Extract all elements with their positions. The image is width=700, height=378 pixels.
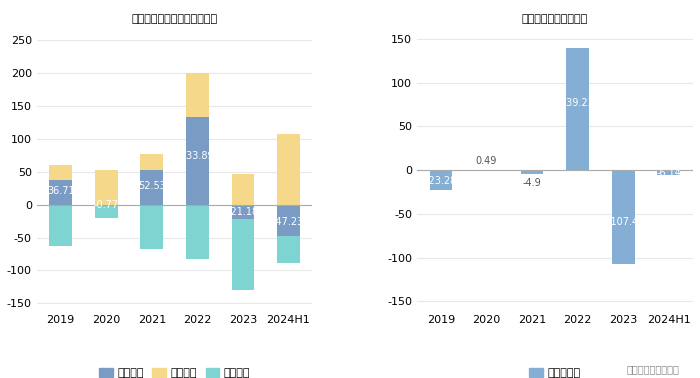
Text: -47.23: -47.23 [273, 217, 304, 227]
Bar [141, 170, 163, 204]
Text: 139.23: 139.23 [561, 98, 594, 108]
Text: -0.77: -0.77 [94, 200, 119, 210]
Text: -6.14: -6.14 [656, 168, 681, 178]
Legend: 自由现金流: 自由现金流 [525, 363, 584, 378]
Bar [141, 204, 163, 249]
Bar [49, 165, 72, 180]
Text: -107.4: -107.4 [608, 217, 638, 227]
Bar [232, 204, 254, 218]
Title: 自由现金流量（亿元）: 自由现金流量（亿元） [522, 14, 588, 24]
Bar [95, 204, 118, 218]
Text: -21.18: -21.18 [228, 207, 258, 217]
Bar [277, 133, 300, 204]
Bar [141, 153, 163, 170]
Text: 数据来源：恒生聚源: 数据来源：恒生聚源 [626, 364, 679, 374]
Text: 0.49: 0.49 [476, 156, 497, 166]
Bar [49, 180, 72, 204]
Bar [95, 170, 118, 204]
Bar [657, 170, 680, 175]
Bar [49, 204, 72, 246]
Bar [232, 174, 254, 204]
Text: 133.89: 133.89 [181, 151, 214, 161]
Text: -23.28: -23.28 [426, 176, 456, 186]
Text: 52.53: 52.53 [138, 181, 166, 191]
Text: -4.9: -4.9 [523, 178, 541, 188]
Legend: 经营活动, 笹资活动, 投资活动: 经营活动, 笹资活动, 投资活动 [94, 363, 254, 378]
Bar [186, 116, 209, 204]
Bar [232, 204, 254, 290]
Bar [521, 170, 543, 174]
Bar [277, 204, 300, 263]
Text: 36.71: 36.71 [47, 186, 74, 196]
Bar [277, 204, 300, 236]
Bar [430, 170, 452, 191]
Title: 四川路桥现金流净额（亿元）: 四川路桥现金流净额（亿元） [132, 14, 218, 24]
Bar [186, 204, 209, 259]
Bar [95, 204, 118, 205]
Bar [186, 73, 209, 116]
Bar [612, 170, 634, 264]
Bar [566, 48, 589, 170]
